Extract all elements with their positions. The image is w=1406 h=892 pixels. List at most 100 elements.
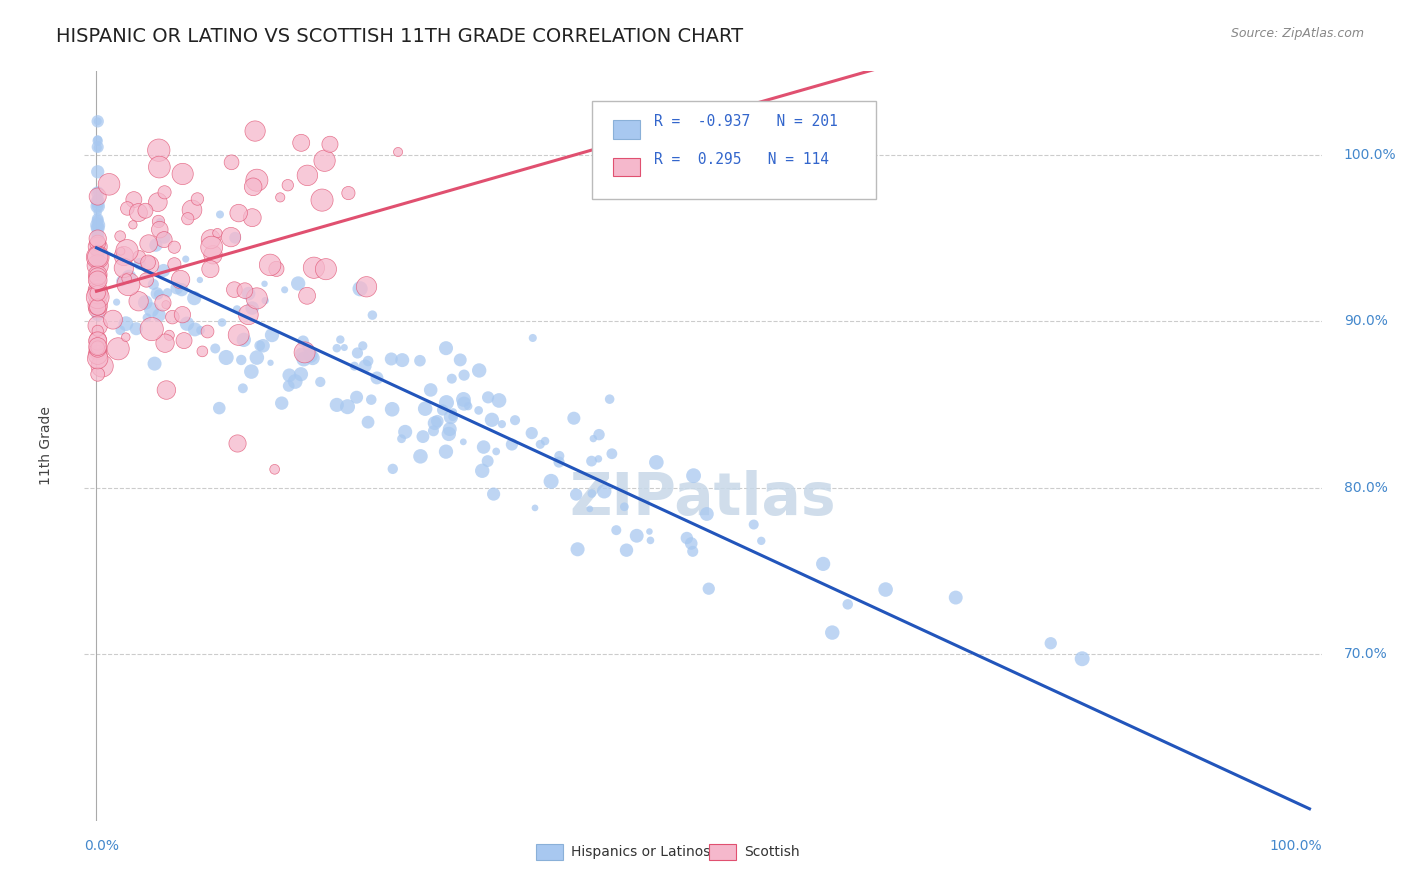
Point	[148, 160, 170, 174]
Point	[215, 351, 238, 365]
Point	[638, 524, 661, 539]
Text: Hispanics or Latinos: Hispanics or Latinos	[571, 845, 710, 859]
Point	[482, 487, 505, 501]
Point	[118, 269, 141, 284]
Point	[259, 258, 281, 272]
Point	[201, 240, 224, 254]
Point	[128, 257, 150, 271]
Point	[86, 193, 108, 207]
Point	[453, 392, 475, 407]
Point	[86, 269, 108, 284]
Point	[86, 213, 108, 227]
Point	[204, 342, 226, 356]
Point	[87, 288, 110, 302]
Point	[86, 218, 108, 232]
Point	[128, 250, 150, 264]
Point	[163, 240, 186, 254]
Point	[676, 531, 699, 545]
Point	[86, 205, 108, 219]
Point	[139, 258, 162, 272]
Point	[821, 625, 844, 640]
Point	[278, 368, 301, 383]
Point	[86, 221, 108, 235]
Point	[157, 328, 180, 343]
Point	[520, 426, 543, 441]
Point	[290, 347, 312, 361]
Point	[145, 238, 167, 252]
Point	[98, 178, 121, 192]
Point	[626, 529, 648, 543]
Point	[86, 114, 108, 128]
Point	[419, 383, 441, 397]
Point	[86, 140, 108, 154]
Point	[86, 227, 108, 241]
Point	[173, 334, 195, 348]
Point	[811, 557, 834, 571]
Point	[582, 432, 605, 446]
Text: 80.0%: 80.0%	[1344, 481, 1388, 495]
Point	[146, 195, 169, 210]
Point	[302, 260, 325, 275]
Point	[329, 333, 352, 347]
Point	[593, 484, 616, 499]
Point	[394, 425, 416, 439]
Point	[240, 301, 263, 315]
Point	[387, 145, 409, 159]
Point	[423, 416, 446, 430]
Point	[477, 454, 499, 468]
FancyBboxPatch shape	[709, 844, 737, 861]
Point	[136, 310, 159, 325]
Point	[534, 434, 557, 448]
Point	[86, 199, 108, 213]
Point	[153, 186, 176, 200]
Point	[86, 273, 108, 287]
Text: 0.0%: 0.0%	[84, 839, 120, 854]
Point	[380, 351, 402, 366]
Point	[148, 143, 170, 157]
Point	[86, 225, 108, 239]
Text: Scottish: Scottish	[744, 845, 800, 859]
Point	[155, 298, 177, 312]
Point	[481, 413, 503, 427]
Point	[86, 259, 108, 273]
Point	[336, 400, 359, 414]
Point	[273, 283, 295, 297]
Point	[588, 451, 610, 466]
Point	[263, 462, 285, 476]
Point	[613, 500, 636, 514]
Point	[134, 203, 156, 218]
Point	[86, 268, 108, 282]
Point	[226, 302, 249, 317]
Point	[221, 155, 243, 169]
Point	[184, 322, 207, 336]
Point	[169, 272, 191, 286]
Point	[153, 230, 176, 244]
Point	[434, 341, 457, 355]
Point	[86, 165, 108, 179]
Point	[485, 444, 508, 458]
Point	[875, 582, 897, 597]
Point	[524, 500, 547, 515]
Text: 70.0%: 70.0%	[1344, 647, 1388, 661]
Point	[176, 317, 198, 331]
Point	[86, 343, 108, 358]
Point	[86, 229, 108, 244]
Point	[292, 352, 315, 367]
Point	[337, 186, 360, 200]
Point	[297, 169, 319, 183]
Point	[86, 219, 108, 233]
Point	[86, 283, 108, 297]
Point	[86, 185, 108, 199]
Point	[108, 229, 131, 244]
Point	[290, 136, 312, 150]
Point	[352, 339, 374, 353]
Point	[357, 415, 380, 429]
Point	[616, 543, 638, 558]
Point	[152, 296, 174, 310]
Point	[540, 475, 562, 489]
FancyBboxPatch shape	[613, 158, 640, 177]
Point	[696, 507, 718, 521]
Point	[86, 368, 108, 382]
Point	[101, 312, 124, 326]
Point	[86, 290, 108, 304]
